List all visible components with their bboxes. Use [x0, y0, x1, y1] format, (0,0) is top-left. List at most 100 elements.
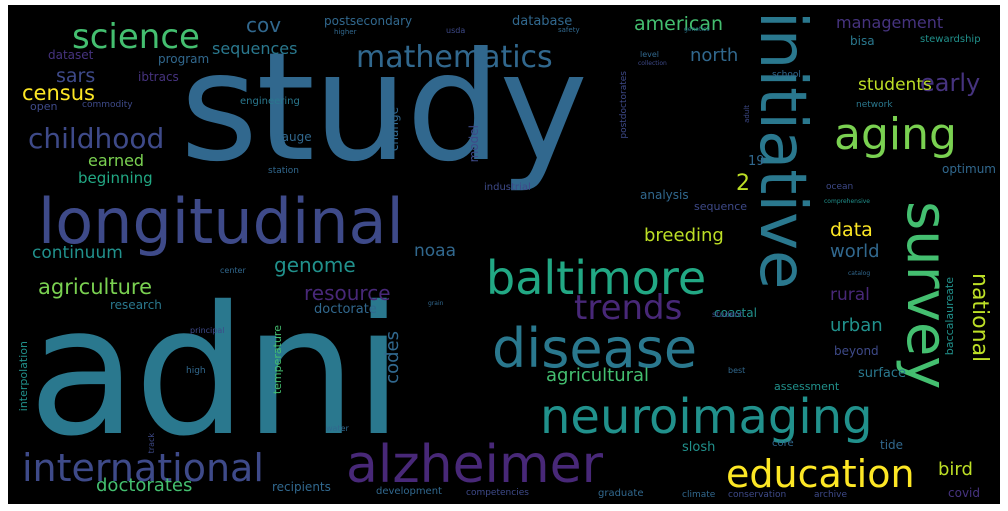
word-high: high: [186, 366, 206, 376]
word-alzheimer: alzheimer: [346, 435, 604, 495]
word-doctorates: doctorates: [96, 475, 193, 496]
word-cov: cov: [246, 13, 282, 37]
word-survey: survey: [894, 201, 959, 390]
word-breeding: breeding: [644, 225, 724, 246]
word-longitudinal: longitudinal: [38, 185, 404, 258]
word-school: school: [772, 70, 801, 80]
word-surface: surface: [858, 366, 907, 381]
word-network: network: [856, 100, 893, 110]
word-aging: aging: [834, 109, 957, 160]
word-science: science: [72, 17, 200, 57]
word-coastal: coastal: [714, 306, 757, 320]
word-american: american: [634, 13, 724, 35]
word-model: model: [467, 125, 481, 163]
word-ocean: ocean: [826, 182, 854, 192]
word-dataset: dataset: [48, 48, 94, 62]
word-agriculture: agriculture: [38, 275, 152, 299]
word-continuum: continuum: [32, 243, 123, 263]
word-usda: usda: [446, 26, 466, 35]
word-postdoctorates: postdoctorates: [619, 71, 629, 139]
word-climate: climate: [682, 490, 716, 500]
word-trends: trends: [574, 288, 683, 328]
word-data: data: [830, 219, 873, 241]
word-earned: earned: [88, 151, 145, 170]
word-graduate: graduate: [598, 488, 644, 499]
word-education: education: [726, 452, 915, 496]
word-census: census: [22, 81, 95, 105]
word-19: 19: [748, 154, 765, 169]
word-agricultural: agricultural: [546, 365, 650, 386]
word-students: students: [858, 75, 932, 95]
word-ibtracs: ibtracs: [138, 70, 179, 84]
word-cloud: study adni longitudinal initiative surve…: [8, 5, 1000, 504]
word-stewardship: stewardship: [920, 34, 981, 45]
word-resource: resource: [304, 281, 391, 305]
word-level: level: [640, 50, 660, 59]
word-sars: sars: [56, 65, 96, 87]
word-analysis: analysis: [640, 188, 689, 202]
word-comprehensive: comprehensive: [824, 198, 870, 205]
word-interpolation: interpolation: [17, 341, 30, 412]
word-commodity: commodity: [82, 100, 133, 110]
word-world: world: [830, 241, 880, 262]
word-student: student: [712, 310, 743, 319]
word-baltimore: baltimore: [486, 251, 707, 305]
word-beyond: beyond: [834, 344, 879, 358]
word-tide: tide: [880, 438, 904, 452]
word-archive: archive: [814, 490, 848, 500]
word-assessment: assessment: [774, 380, 840, 393]
word-recipients: recipients: [272, 480, 331, 494]
word-engineering: engineering: [240, 96, 300, 107]
word-genome: genome: [274, 253, 356, 277]
word-best: best: [728, 366, 746, 375]
word-safety: safety: [558, 26, 580, 34]
word-national: national: [967, 273, 992, 363]
word-catalog: catalog: [848, 270, 871, 277]
word-collection: collection: [638, 60, 667, 67]
word-gauge: gauge: [274, 130, 312, 144]
word-grain: grain: [428, 300, 444, 307]
word-temperature: temperature: [271, 325, 284, 395]
word-track: track: [147, 433, 156, 454]
word-development: development: [376, 486, 442, 497]
word-core: core: [772, 438, 794, 449]
word-management: management: [836, 13, 944, 32]
word-center: center: [220, 266, 246, 275]
word-open: open: [30, 100, 58, 113]
word-optimum: optimum: [942, 162, 996, 176]
word-codes: codes: [382, 331, 403, 384]
word-noaa: noaa: [414, 241, 457, 261]
word-disease: disease: [492, 317, 698, 380]
word-bird: bird: [938, 459, 973, 480]
word-genetics: genetics: [684, 26, 710, 33]
word-rural: rural: [830, 285, 870, 305]
word-slosh: slosh: [682, 440, 716, 455]
word-industrial: industrial: [484, 182, 531, 193]
word-adult: adult: [743, 105, 751, 123]
word-urban: urban: [830, 315, 883, 336]
word-childhood: childhood: [28, 122, 165, 155]
word-higher: higher: [334, 28, 357, 36]
word-study: study: [180, 21, 588, 195]
word-international: international: [22, 446, 264, 490]
word-covid: covid: [948, 486, 980, 500]
word-initiative: initiative: [745, 11, 819, 290]
word-program: program: [158, 52, 210, 66]
word-neuroimaging: neuroimaging: [540, 389, 873, 445]
word-2: 2: [736, 171, 750, 196]
word-baccalaureate: baccalaureate: [943, 277, 956, 356]
word-adni: adni: [28, 268, 403, 475]
word-database: database: [512, 14, 573, 29]
word-postsecondary: postsecondary: [324, 14, 413, 28]
word-change: change: [387, 107, 401, 152]
word-bisa: bisa: [850, 34, 875, 48]
word-early: early: [920, 69, 981, 97]
word-station: station: [268, 166, 299, 176]
word-doctorate: doctorate: [314, 302, 377, 317]
word-north: north: [690, 45, 739, 66]
word-sequences: sequences: [212, 39, 298, 58]
word-beginning: beginning: [78, 169, 153, 187]
word-water: water: [326, 424, 349, 433]
word-principal: principal: [190, 326, 225, 335]
word-sequence: sequence: [694, 200, 748, 213]
